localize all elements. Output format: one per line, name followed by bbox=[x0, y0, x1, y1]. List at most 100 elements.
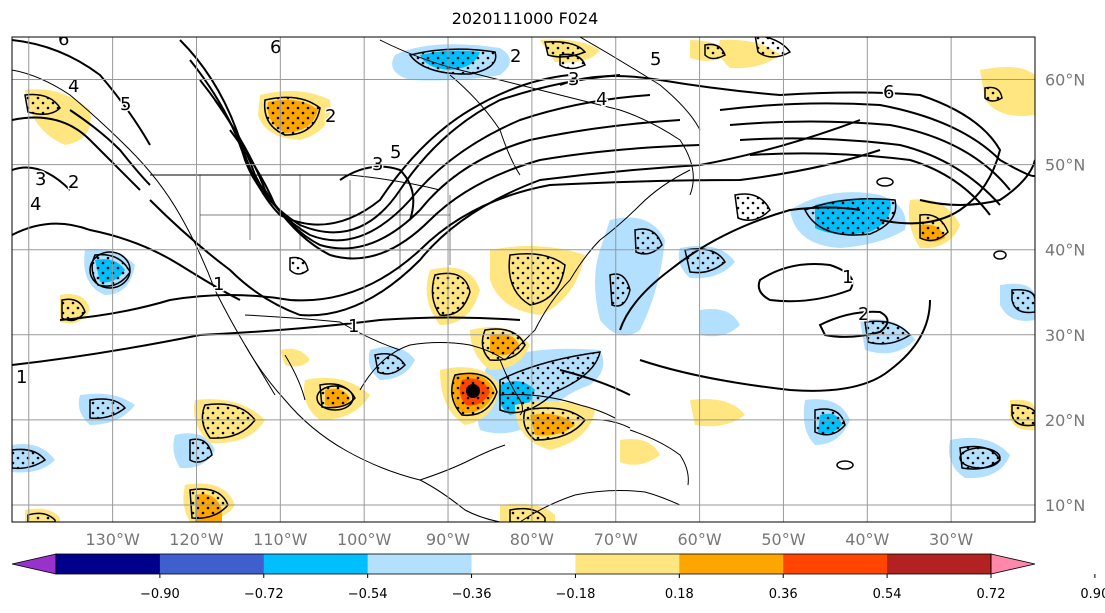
contour-line bbox=[12, 39, 151, 146]
stipple-region bbox=[814, 408, 846, 436]
latitude-label: 60°N bbox=[1045, 71, 1085, 90]
coastline-central-am bbox=[419, 444, 506, 481]
coastline-gulf bbox=[359, 169, 691, 391]
contour-line bbox=[719, 102, 1035, 177]
stipple-region bbox=[508, 253, 566, 306]
contour-line bbox=[12, 222, 241, 301]
contour-line bbox=[619, 206, 861, 331]
stipple-region bbox=[451, 372, 498, 417]
closed-contour bbox=[876, 177, 894, 187]
contour-label: 4 bbox=[30, 194, 41, 215]
longitude-label: 80°W bbox=[510, 530, 554, 549]
stipple-region bbox=[559, 53, 586, 70]
stipple-region bbox=[704, 43, 726, 60]
island-arc bbox=[629, 429, 689, 486]
colorbar-segment bbox=[471, 554, 576, 574]
contour-label: 2 bbox=[325, 106, 336, 127]
longitude-label: 120°W bbox=[169, 530, 224, 549]
stipple-region bbox=[609, 273, 631, 307]
stipple-region bbox=[319, 383, 356, 409]
contour-line bbox=[749, 152, 991, 216]
stipple-region bbox=[523, 407, 587, 441]
closed-contour bbox=[836, 460, 854, 470]
contour-line bbox=[739, 137, 1001, 206]
latitude-label: 40°N bbox=[1045, 241, 1085, 260]
colorbar-labels: −0.90 −0.72 −0.54 −0.36 −0.18 0.18 0.36 0.54 0.7… bbox=[140, 574, 1105, 602]
contour-label: 6 bbox=[883, 82, 894, 103]
longitude-label: 90°W bbox=[426, 530, 470, 549]
latitude-label: 10°N bbox=[1045, 496, 1085, 515]
stipple-region bbox=[544, 40, 587, 58]
colorbar-tick-label: 0.90 bbox=[1080, 587, 1105, 602]
pos-anomaly-area bbox=[620, 439, 660, 465]
longitude-label: 100°W bbox=[337, 530, 392, 549]
contour-line bbox=[919, 159, 1035, 206]
stipple-region bbox=[189, 438, 213, 463]
stipple-region bbox=[919, 213, 949, 242]
colorbar-segment bbox=[575, 554, 680, 574]
stipple-region bbox=[1011, 288, 1035, 314]
stipple-region bbox=[984, 86, 1003, 102]
map-title: 2020111000 F024 bbox=[451, 9, 599, 28]
colorbar-segment bbox=[56, 554, 161, 574]
coastline-south-am bbox=[519, 490, 681, 522]
stipple-region bbox=[499, 351, 601, 414]
contour-label: 3 bbox=[35, 169, 46, 190]
colorbar-tick-label: −0.72 bbox=[244, 587, 284, 602]
contour-label: 2 bbox=[510, 46, 521, 67]
contour-line bbox=[229, 129, 701, 260]
contour-line bbox=[189, 59, 621, 234]
stipple-region bbox=[1011, 404, 1035, 427]
contour-line bbox=[639, 299, 931, 392]
border-us-canada bbox=[150, 174, 441, 191]
closed-contour bbox=[89, 251, 131, 289]
stipple-region bbox=[481, 328, 526, 361]
contour-line bbox=[12, 116, 141, 191]
contour-line bbox=[214, 99, 681, 250]
colorbar-tick-label: 0.54 bbox=[873, 587, 902, 602]
coastline-florida bbox=[499, 359, 523, 416]
contour-label: 1 bbox=[348, 316, 359, 337]
latitude-label: 20°N bbox=[1045, 411, 1085, 430]
contour-label: 1 bbox=[16, 367, 27, 388]
stipple-region bbox=[684, 248, 726, 274]
colorbar-frame bbox=[55, 553, 992, 575]
longitude-label: 50°W bbox=[761, 530, 805, 549]
stipple-region bbox=[734, 193, 771, 221]
coastline-west-na bbox=[12, 69, 501, 522]
longitude-label: 110°W bbox=[253, 530, 308, 549]
contour-line bbox=[199, 79, 651, 242]
longitude-labels: 130°W 120°W 110°W 100°W 90°W 80°W 70°W 60°W 50°W… bbox=[85, 530, 973, 549]
stipple-region bbox=[89, 398, 127, 420]
colorbar-segment bbox=[367, 554, 473, 574]
stippling bbox=[12, 37, 1035, 522]
pos-anomaly-area bbox=[280, 348, 310, 367]
colorbar-extend-low bbox=[11, 553, 57, 575]
contour-line bbox=[339, 165, 415, 221]
closed-contour bbox=[959, 447, 1001, 469]
colorbar-tick-label: 0.72 bbox=[977, 587, 1006, 602]
closed-contour bbox=[316, 385, 354, 411]
contour-line bbox=[757, 263, 854, 303]
colorbar-tick-label: −0.90 bbox=[140, 587, 180, 602]
stipple-region bbox=[408, 48, 497, 75]
contour-line bbox=[69, 109, 151, 186]
contour-label: 2 bbox=[68, 172, 79, 193]
colorbar-segment bbox=[887, 554, 992, 574]
border-us-mexico bbox=[244, 314, 401, 351]
colorbar-tick-label: 0.36 bbox=[769, 587, 798, 602]
contour-line bbox=[12, 316, 521, 366]
longitude-label: 30°W bbox=[929, 530, 973, 549]
contour-line bbox=[12, 166, 71, 191]
colorbar-segment bbox=[263, 554, 369, 574]
colorbar-segment bbox=[783, 554, 888, 574]
stipple-region bbox=[374, 353, 406, 375]
closed-contour bbox=[993, 250, 1007, 260]
colorbar-segment bbox=[159, 554, 265, 574]
latitude-labels: 10°N 20°N 30°N 40°N 50°N 60°N bbox=[1045, 71, 1085, 515]
coastline-baja bbox=[244, 344, 306, 401]
coastline-cuba bbox=[499, 393, 616, 419]
stipple-region bbox=[91, 253, 131, 287]
colorbar-tick-label: −0.54 bbox=[348, 587, 388, 602]
